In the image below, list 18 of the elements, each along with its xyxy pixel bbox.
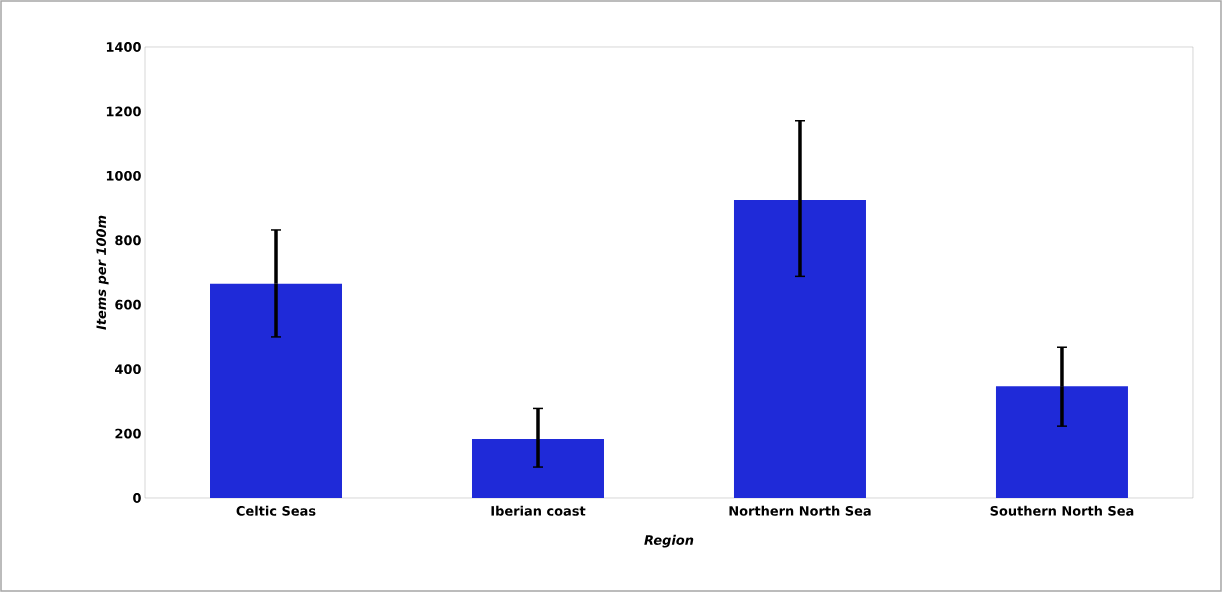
y-tick-label: 400 (115, 364, 141, 375)
y-axis-title: Items per 100m (96, 215, 109, 330)
bar (471, 439, 604, 498)
y-tick-label: 200 (115, 428, 141, 439)
x-tick-label: Southern North Sea (990, 505, 1134, 516)
x-tick-label: Northern North Sea (729, 505, 871, 516)
x-tick-label: Iberian coast (491, 505, 586, 516)
bar (733, 200, 866, 498)
y-tick-label: 0 (133, 493, 141, 503)
y-tick-label: 800 (115, 235, 141, 246)
y-tick-label: 600 (115, 299, 141, 310)
x-axis-title: Region (644, 534, 694, 548)
x-tick-label: Celtic Seas (236, 505, 316, 516)
y-tick-label: 1200 (106, 106, 141, 117)
y-tick-label: 1000 (106, 170, 141, 181)
bar (210, 283, 342, 498)
bar (995, 386, 1128, 498)
y-tick-label: 1400 (106, 42, 141, 52)
